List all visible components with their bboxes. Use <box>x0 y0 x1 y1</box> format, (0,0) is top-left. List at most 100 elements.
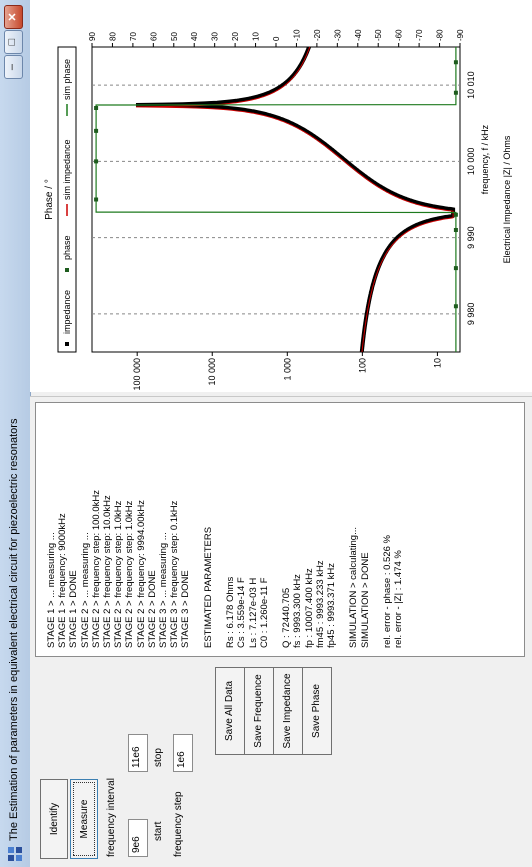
phase-marker <box>453 304 458 309</box>
log-line: STAGE 1 > frequency: 9000kHz <box>57 513 69 648</box>
log-line: STAGE 2 > DONE <box>146 570 158 648</box>
impedance-axis-title: Electrical Impedance |Z| / Ohms <box>502 135 512 263</box>
stop-frequency-input[interactable]: 11e6 <box>128 734 148 772</box>
log-line: fs : 9993.300 kHz <box>292 574 304 648</box>
y-right-tick-label: -10 <box>292 29 301 41</box>
log-line: STAGE 2 > ... measuring ... <box>79 532 91 648</box>
y-right-tick-label: -40 <box>354 29 363 41</box>
x-axis-title: frequency, f / kHz <box>480 124 490 194</box>
y-left-tick-label: 10 000 <box>207 358 217 386</box>
phase-marker <box>94 106 99 110</box>
control-panel: Identify Measure frequency interval 9e6 … <box>30 396 532 867</box>
y-right-tick-label: 0 <box>272 36 281 41</box>
legend-label: sim phase <box>62 59 72 100</box>
start-label: start <box>153 821 164 841</box>
log-line: STAGE 1 > ... measuring ... <box>46 532 57 648</box>
log-line: C0 : 1.260e-11 F <box>258 577 270 648</box>
y-right-tick-label: 60 <box>149 32 158 41</box>
save-phase-button[interactable]: Save Phase <box>302 667 332 755</box>
phase-marker <box>94 197 99 202</box>
log-line: SIMULATION > calculating... <box>348 527 360 648</box>
log-line: fp : 10007.400 kHz <box>303 568 315 648</box>
y-right-tick-label: -90 <box>456 29 465 41</box>
log-line: STAGE 3 > DONE <box>180 570 192 648</box>
y-right-tick-label: 50 <box>170 32 179 41</box>
maximize-button[interactable]: □ <box>4 30 23 54</box>
title-bar: The Estimation of parameters in equivale… <box>0 0 31 867</box>
phase-marker <box>94 159 99 164</box>
y-left-tick-label: 1 000 <box>282 358 292 381</box>
legend-marker <box>65 342 69 346</box>
y-right-tick-label: 80 <box>108 32 117 41</box>
x-tick-label: 9 990 <box>466 226 476 249</box>
legend-box <box>57 46 77 353</box>
y-left-tick-label: 100 000 <box>132 358 142 391</box>
y-left-tick-label: 100 <box>357 358 367 373</box>
frequency-step-label: frequency step <box>173 791 184 857</box>
log-line: Cs : 3.559e-14 F <box>236 577 248 648</box>
minimize-button[interactable]: – <box>4 55 23 79</box>
log-line: fm45 : 9993.233 kHz <box>314 560 326 648</box>
y-right-tick-label: 10 <box>252 32 261 41</box>
legend-label: phase <box>62 235 72 260</box>
log-line: Ls : 7.127e-03 H <box>247 577 259 648</box>
stop-label: stop <box>153 748 164 767</box>
y-right-tick-label: 30 <box>211 32 220 41</box>
log-line: STAGE 3 > frequency step: 0.1kHz <box>169 500 181 648</box>
y-right-tick-label: -20 <box>313 29 322 41</box>
chart-panel: 9 980 9 990 10 000 10 010 frequency, f / kHz… <box>30 0 532 392</box>
y-right-tick-label: 20 <box>231 32 240 41</box>
legend-label: sim impedance <box>62 139 72 200</box>
maximize-icon: □ <box>6 38 18 46</box>
y-right-tick-label: -80 <box>436 29 445 41</box>
log-line: rel. error - phase : 0.526 % <box>382 535 393 648</box>
x-tick-label: 10 010 <box>466 71 476 99</box>
window-title: The Estimation of parameters in equivale… <box>8 418 20 841</box>
x-tick-label: 10 000 <box>466 148 476 176</box>
frequency-interval-label: frequency interval <box>106 778 117 857</box>
log-line: rel. error - |Z| : 1.474 % <box>393 550 405 648</box>
log-line: STAGE 2 > frequency step: 10.0kHz <box>102 495 113 648</box>
log-line: STAGE 2 > frequency: 9994.00kHz <box>135 500 147 648</box>
y-left-tick-label: 10 <box>432 358 442 368</box>
phase-marker <box>453 90 458 95</box>
y-right-tick-label: 90 <box>88 32 97 41</box>
identify-button[interactable]: Identify <box>40 779 68 859</box>
x-tick-label: 9 980 <box>466 303 476 326</box>
start-frequency-input[interactable]: 9e6 <box>128 819 148 857</box>
sim-impedance-series <box>135 46 454 352</box>
status-log[interactable]: STAGE 1 > ... measuring ... STAGE 1 > fre… <box>35 402 525 657</box>
app-icon <box>8 847 22 861</box>
y-right-tick-label: 70 <box>129 32 138 41</box>
legend-marker <box>65 268 69 272</box>
save-all-data-button[interactable]: Save All Data <box>215 667 245 755</box>
close-icon: ✕ <box>7 12 19 22</box>
phase-marker <box>94 128 99 133</box>
log-line: STAGE 2 > frequency step: 100.0kHz <box>90 490 102 648</box>
y-right-tick-label: -30 <box>333 29 342 41</box>
log-line: Q : 72440.705 <box>281 587 293 648</box>
log-line: STAGE 2 > frequency step: 1.0kHz <box>124 500 136 648</box>
frequency-step-input[interactable]: 1e6 <box>173 734 193 772</box>
save-impedance-button[interactable]: Save Impedance <box>273 667 303 755</box>
measure-button[interactable]: Measure <box>70 779 98 859</box>
y-right-tick-label: -50 <box>374 29 383 41</box>
log-line: STAGE 1 > DONE <box>68 570 80 648</box>
log-line: STAGE 2 > frequency step: 1.0kHz <box>113 500 125 648</box>
y-right-tick-label: 40 <box>190 32 199 41</box>
log-line: ESTIMATED PARAMETERS <box>202 526 214 648</box>
y-right-tick-label: -60 <box>395 29 404 41</box>
save-frequence-button[interactable]: Save Frequence <box>244 667 274 755</box>
phase-marker <box>453 266 458 271</box>
legend-label: impedance <box>62 290 72 334</box>
phase-axis-title: Phase / ° <box>44 179 55 220</box>
phase-marker <box>453 212 458 217</box>
log-line: STAGE 3 > ... measuring ... <box>158 532 169 648</box>
close-button[interactable]: ✕ <box>4 5 23 29</box>
minimize-icon: – <box>6 63 18 71</box>
log-line: Rs : 6.178 Ohms <box>225 576 237 648</box>
phase-marker <box>453 228 458 232</box>
log-line: fp45 : 9993.371 kHz <box>326 562 337 648</box>
